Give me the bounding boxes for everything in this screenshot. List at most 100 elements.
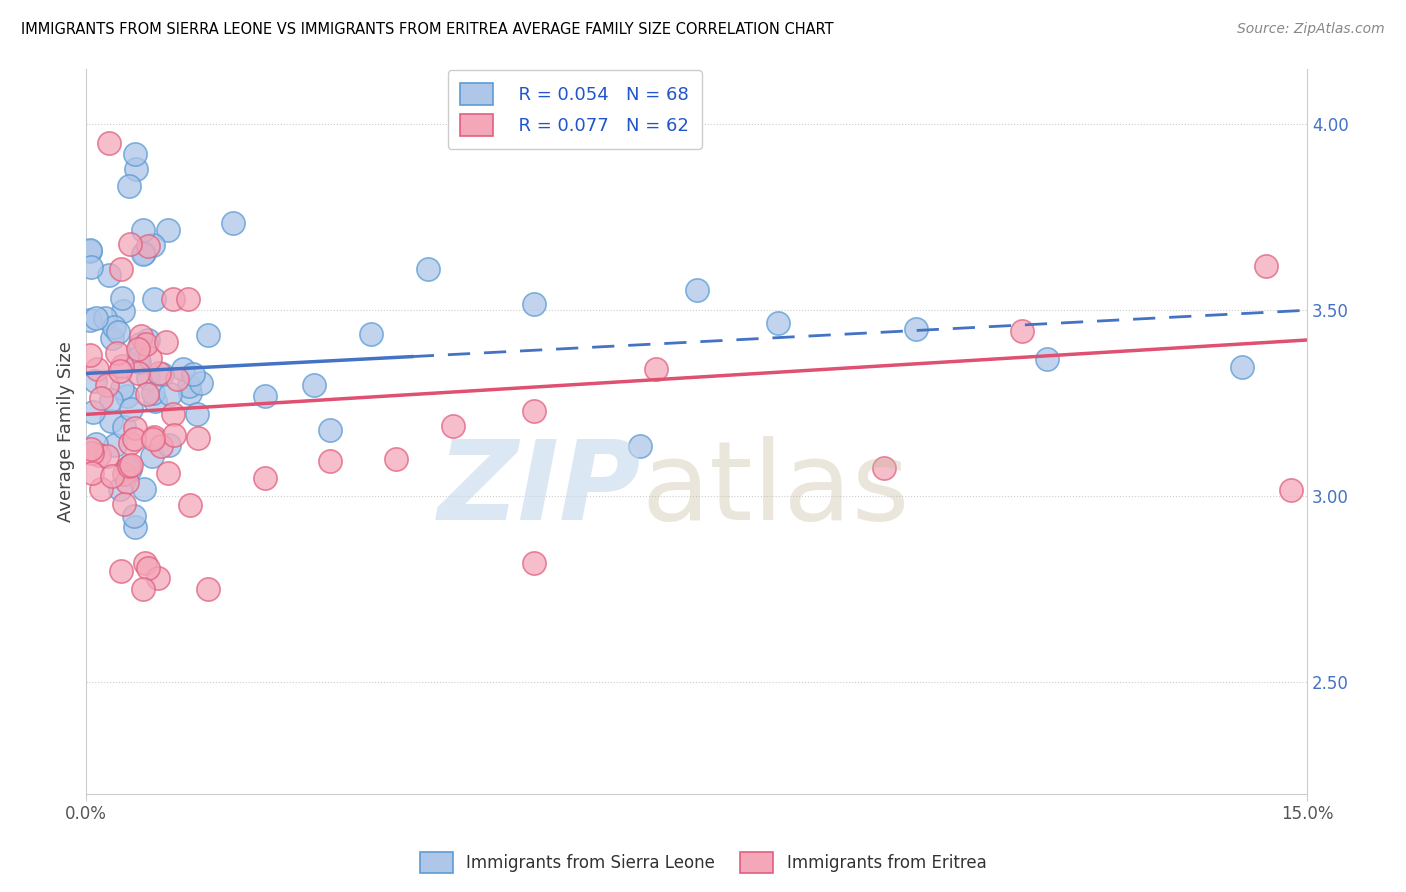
Point — [101, 331, 124, 345]
Point — [177, 293, 200, 307]
Point — [136, 386, 159, 401]
Point — [105, 346, 128, 360]
Point — [127, 342, 149, 356]
Point — [127, 366, 149, 380]
Point — [523, 297, 546, 311]
Point — [155, 334, 177, 349]
Point — [157, 438, 180, 452]
Point — [84, 436, 107, 450]
Point — [129, 336, 152, 351]
Point — [132, 223, 155, 237]
Point — [127, 351, 149, 365]
Point — [139, 351, 162, 366]
Point — [120, 458, 142, 472]
Point — [112, 497, 135, 511]
Point — [143, 430, 166, 444]
Text: ZIP: ZIP — [439, 435, 641, 542]
Point — [1279, 483, 1302, 497]
Point — [172, 362, 194, 376]
Point — [319, 453, 342, 467]
Point — [222, 216, 245, 230]
Point — [143, 394, 166, 409]
Point — [136, 239, 159, 253]
Point — [117, 458, 139, 473]
Point — [111, 359, 134, 373]
Point — [110, 381, 132, 395]
Point — [162, 292, 184, 306]
Point — [98, 136, 121, 150]
Point — [181, 367, 204, 381]
Y-axis label: Average Family Size: Average Family Size — [58, 341, 75, 522]
Point — [157, 223, 180, 237]
Text: Source: ZipAtlas.com: Source: ZipAtlas.com — [1237, 22, 1385, 37]
Point — [416, 262, 439, 277]
Point — [254, 471, 277, 485]
Point — [128, 355, 150, 369]
Point — [122, 432, 145, 446]
Point — [138, 371, 160, 385]
Point — [441, 418, 464, 433]
Point — [142, 292, 165, 306]
Point — [98, 268, 121, 282]
Point — [115, 461, 138, 475]
Text: atlas: atlas — [641, 435, 910, 542]
Point — [84, 310, 107, 325]
Point — [873, 460, 896, 475]
Point — [80, 260, 103, 274]
Point — [115, 389, 138, 403]
Point — [122, 509, 145, 524]
Point — [319, 423, 342, 437]
Point — [766, 316, 789, 330]
Point — [686, 283, 709, 297]
Point — [100, 413, 122, 427]
Point — [187, 431, 209, 445]
Point — [152, 367, 174, 381]
Point — [120, 236, 142, 251]
Point — [177, 378, 200, 392]
Point — [134, 556, 156, 570]
Point — [142, 238, 165, 252]
Point — [179, 498, 201, 512]
Point — [80, 446, 103, 460]
Point — [254, 389, 277, 403]
Point — [118, 436, 141, 450]
Point — [197, 328, 219, 343]
Point — [96, 449, 118, 463]
Point — [384, 451, 406, 466]
Point — [83, 374, 105, 388]
Legend:   R = 0.054   N = 68,   R = 0.077   N = 62: R = 0.054 N = 68, R = 0.077 N = 62 — [447, 70, 702, 149]
Point — [179, 386, 201, 401]
Point — [166, 372, 188, 386]
Point — [103, 320, 125, 334]
Point — [197, 582, 219, 596]
Point — [136, 333, 159, 347]
Point — [86, 362, 108, 376]
Point — [110, 565, 132, 579]
Point — [645, 362, 668, 376]
Point — [132, 482, 155, 496]
Point — [82, 466, 104, 480]
Point — [120, 401, 142, 416]
Point — [186, 407, 208, 421]
Point — [101, 468, 124, 483]
Point — [79, 244, 101, 258]
Point — [112, 467, 135, 481]
Point — [360, 327, 382, 342]
Point — [90, 392, 112, 406]
Point — [100, 393, 122, 408]
Point — [118, 462, 141, 476]
Point — [110, 262, 132, 277]
Point — [156, 466, 179, 480]
Point — [108, 482, 131, 496]
Point — [104, 438, 127, 452]
Point — [93, 310, 115, 325]
Point — [135, 337, 157, 351]
Point — [111, 304, 134, 318]
Point — [146, 571, 169, 585]
Point — [149, 439, 172, 453]
Point — [132, 245, 155, 260]
Point — [142, 386, 165, 401]
Point — [1011, 325, 1033, 339]
Legend: Immigrants from Sierra Leone, Immigrants from Eritrea: Immigrants from Sierra Leone, Immigrants… — [413, 846, 993, 880]
Point — [124, 421, 146, 435]
